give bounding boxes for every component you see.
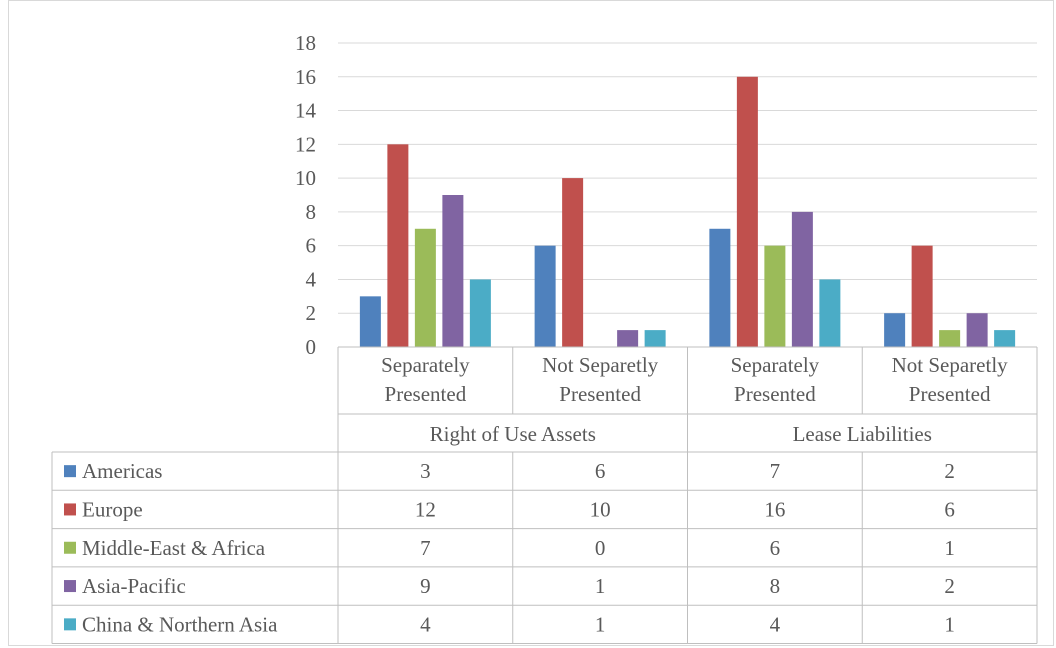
bar [617,330,639,347]
bar [534,245,556,347]
table-value: 9 [420,574,431,598]
table-value: 1 [595,612,606,636]
y-tick-label: 12 [295,132,316,156]
table-value: 10 [590,497,611,521]
table-value: 3 [420,459,431,483]
y-tick-label: 16 [295,65,316,89]
y-tick-label: 18 [295,31,316,55]
y-tick-label: 0 [306,335,317,359]
bar [884,313,906,347]
legend-key [64,618,76,631]
y-tick-label: 10 [295,166,316,190]
bar [562,178,584,347]
legend-key [64,580,76,593]
legend-label: Middle-East & Africa [82,536,266,560]
table-value: 6 [770,536,781,560]
bar [414,228,436,347]
bar [911,245,933,347]
legend-label: Europe [82,497,143,521]
bars [359,76,1016,348]
bar [644,330,666,347]
chart-frame [8,0,1054,646]
table-value: 2 [944,574,955,598]
legend-label: China & Northern Asia [82,612,278,636]
x-category-label: Separately [381,353,470,377]
bar [442,195,464,347]
table-value: 4 [420,612,431,636]
y-tick-label: 4 [306,267,317,291]
bar [939,330,961,347]
table-value: 2 [944,459,955,483]
legend-label: Asia-Pacific [82,574,186,598]
y-axis: 0 2 4 6 8 10 12 14 16 18 [295,31,317,359]
y-tick-label: 8 [306,200,317,224]
table-value: 4 [770,612,781,636]
bar [819,279,841,347]
bar [994,330,1016,347]
table-value: 1 [944,536,955,560]
table-value: 6 [944,497,955,521]
bar [387,144,409,347]
x-category-label: Presented [734,382,816,406]
legend-key [64,465,76,478]
x-category-label: Separately [731,353,820,377]
table-value: 1 [944,612,955,636]
table-value: 1 [595,574,606,598]
legend-key [64,541,76,554]
bar [709,228,731,347]
y-tick-label: 2 [306,301,317,325]
table-value: 16 [764,497,785,521]
bar [359,296,381,347]
legend-key [64,503,76,516]
bar [966,313,988,347]
y-tick-label: 14 [295,99,317,123]
x-category-label: Not Separetly [542,353,659,377]
bar [736,76,758,348]
table-value: 12 [415,497,436,521]
table-value: 8 [770,574,781,598]
x-category-label: Presented [559,382,641,406]
table-value: 6 [595,459,606,483]
x-category-label: Presented [385,382,467,406]
bar [791,211,813,347]
x-category-label: Presented [909,382,991,406]
x-group-label: Right of Use Assets [430,422,596,446]
data-table: Separately Presented Not Separetly Presente… [51,346,1038,644]
x-category-label: Not Separetly [892,353,1009,377]
bar [469,279,491,347]
table-value: 0 [595,536,606,560]
table-value: 7 [420,536,431,560]
table-value: 7 [770,459,781,483]
bar [764,245,786,347]
legend-label: Americas [82,459,162,483]
x-group-label: Lease Liabilities [793,422,932,446]
y-tick-label: 6 [306,234,317,258]
